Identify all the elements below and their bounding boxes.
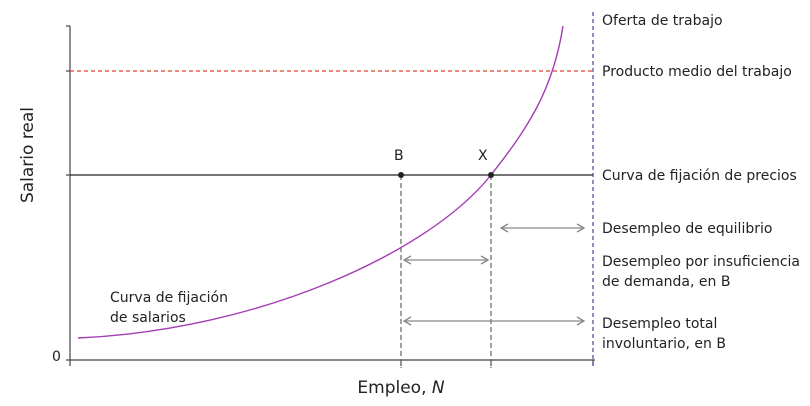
labor-supply-label: Oferta de trabajo [602, 13, 723, 29]
origin-label: 0 [52, 349, 61, 365]
wage-setting-curve [77, 25, 564, 339]
total-unemployment-label-1: Desempleo total [602, 316, 717, 332]
point-x-label: X [478, 148, 488, 164]
total-unemployment-label-2: involuntario, en B [602, 336, 726, 352]
point-x [488, 172, 494, 178]
demand-unemployment-label-1: Desempleo por insuficiencia [602, 254, 800, 270]
point-b-label: B [394, 148, 404, 164]
demand-unemployment-label-2: de demanda, en B [602, 274, 730, 290]
avg-product-label: Producto medio del trabajo [602, 64, 792, 80]
wage-curve-label-1: Curva de fijación [110, 290, 228, 306]
price-setting-label: Curva de fijación de precios [602, 168, 797, 184]
y-axis-title: Salario real [18, 107, 38, 203]
x-axis-title-main: Empleo, [357, 378, 431, 398]
equilibrium-unemployment-label: Desempleo de equilibrio [602, 221, 772, 237]
x-axis-title-var: N [432, 378, 445, 398]
x-axis-title: Empleo, N [357, 378, 444, 398]
point-b [398, 172, 404, 178]
wage-curve-label-2: de salarios [110, 310, 186, 326]
